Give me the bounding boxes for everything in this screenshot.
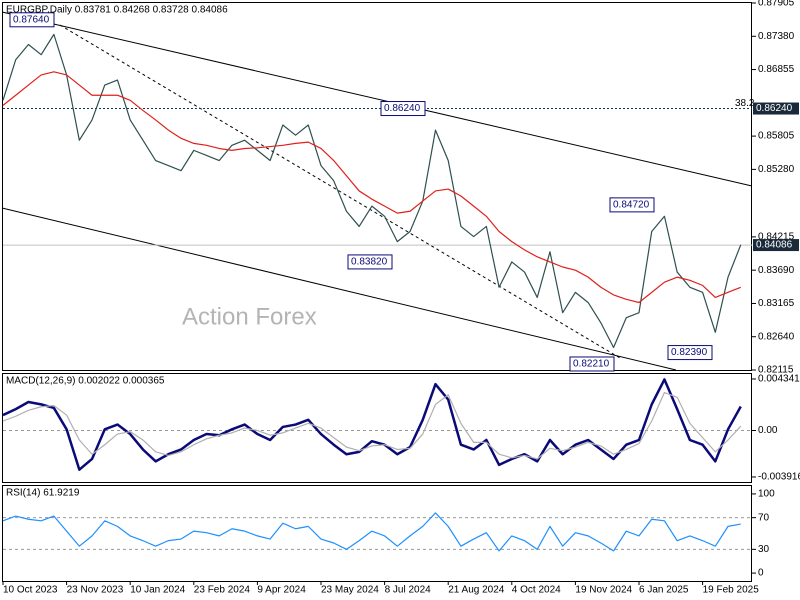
x-tick-label: 4 Oct 2024: [512, 585, 561, 596]
series-line: [2, 71, 741, 304]
annotation-box: [667, 345, 713, 361]
series-line: [2, 33, 742, 349]
annotation-box: [609, 197, 655, 213]
x-tick-label: 23 Feb 2024: [194, 585, 251, 596]
series-line: [2, 512, 741, 552]
annotation-box: [347, 254, 393, 270]
annotation-label: 0.82390: [671, 347, 708, 358]
rsi-title: RSI(14) 61.9219: [6, 488, 80, 499]
y-tick-label: 0.82115: [758, 365, 794, 376]
channel-lower: [1, 207, 677, 371]
annotation-box: [9, 12, 55, 28]
y-tick-label: 0.85280: [758, 164, 795, 175]
y-tick-label: 0.004341: [758, 374, 800, 385]
price-panel: [2, 2, 752, 371]
x-tick-label: 21 Aug 2024: [448, 585, 505, 596]
annotation-label: 0.84720: [613, 200, 650, 211]
channel-upper: [1, 11, 753, 187]
x-tick-label: 10 Jan 2024: [130, 585, 185, 596]
trend-line: [59, 24, 621, 359]
x-tick-label: 19 Feb 2025: [703, 585, 760, 596]
watermark: Action Forex: [182, 303, 317, 330]
y-tick-label: 0.82640: [758, 331, 795, 342]
y-tick-label: -0.003916: [758, 472, 800, 483]
x-tick-label: 10 Oct 2023: [3, 585, 58, 596]
y-tick-label: 0.84215: [758, 232, 795, 243]
y-tick-label: 30: [758, 544, 770, 555]
last-price-box: [753, 239, 799, 252]
last-price-label: 0.84086: [756, 240, 793, 251]
y-tick-label: 100: [758, 489, 775, 500]
series-line: [2, 378, 742, 471]
level-label: 0.86240: [756, 103, 793, 114]
x-tick-label: 8 Jul 2024: [385, 585, 432, 596]
series-line: [2, 391, 742, 460]
y-tick-label: 0.86855: [758, 64, 795, 75]
y-tick-label: 70: [758, 512, 770, 523]
annotation-box: [380, 101, 426, 117]
x-tick-label: 6 Jan 2025: [639, 585, 689, 596]
x-tick-label: 19 Nov 2024: [575, 585, 632, 596]
annotation-label: 0.83820: [351, 257, 388, 268]
y-tick-label: 0.87380: [758, 31, 795, 42]
x-tick-label: 9 Apr 2024: [257, 585, 306, 596]
macd-panel: [2, 373, 752, 483]
y-tick-label: 0.00: [758, 425, 778, 436]
y-tick-label: 0: [758, 568, 764, 579]
annotation-label: 0.82210: [573, 359, 610, 370]
rsi-panel: [2, 485, 752, 582]
annotation-label: 0.86240: [384, 103, 421, 114]
x-tick-label: 23 Nov 2023: [67, 585, 124, 596]
x-tick-label: 23 May 2024: [321, 585, 379, 596]
annotation-box: [569, 356, 615, 372]
y-tick-label: 0.83690: [758, 265, 795, 276]
y-tick-label: 0.85805: [758, 131, 795, 142]
y-tick-label: 0.87905: [758, 0, 795, 9]
chart-title: EURGBP,Daily 0.83781 0.84268 0.83728 0.8…: [6, 5, 228, 16]
level-label-box: [753, 102, 799, 115]
annotation-label: 0.87640: [13, 14, 50, 25]
y-tick-label: 0.83165: [758, 298, 795, 309]
macd-title: MACD(12,26,9) 0.002022 0.000365: [6, 376, 165, 387]
level-name: 38.2: [735, 98, 755, 109]
